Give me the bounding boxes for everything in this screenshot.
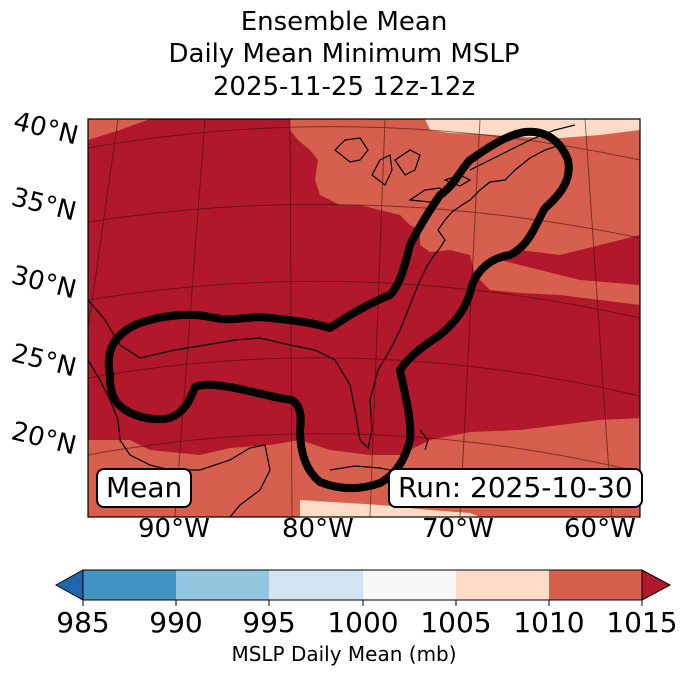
- map-frame: [87, 118, 641, 518]
- colorbar-label: MSLP Daily Mean (mb): [231, 642, 457, 666]
- colorbar-bin-1005-1010: [456, 570, 549, 600]
- lon-label-60w: 60°W: [564, 514, 636, 544]
- mslp-contour: [104, 127, 573, 493]
- pressure-field-1010-1015-nw: [88, 119, 150, 140]
- title-line-3: 2025-11-25 12z-12z: [212, 72, 476, 102]
- colorbar-bin-995-1000: [269, 570, 363, 600]
- colorbar-bin-1010-1015: [549, 570, 642, 600]
- mean-label-box: Mean: [96, 468, 193, 508]
- colorbar-tick-1010: 1010: [513, 606, 585, 639]
- colorbar-tick-995: 995: [242, 606, 296, 639]
- title-line-2: Daily Mean Minimum MSLP: [168, 39, 520, 69]
- colorbar-tick-1000: 1000: [327, 606, 399, 639]
- colorbar-bin-1000-1005: [363, 570, 456, 600]
- colorbar-bin-990-995: [176, 570, 269, 600]
- lon-label-70w: 70°W: [422, 514, 494, 544]
- lon-label-90w: 90°W: [138, 514, 210, 544]
- colorbar-tick-985: 985: [56, 606, 110, 639]
- lon-label-80w: 80°W: [282, 514, 354, 544]
- pressure-field-1010-1015-east: [470, 255, 640, 305]
- colorbar-tick-990: 990: [149, 606, 203, 639]
- mslp-map: [87, 118, 641, 518]
- colorbar-tick-1015: 1015: [606, 606, 678, 639]
- coastlines: [88, 124, 576, 517]
- colorbar-tick-1005: 1005: [420, 606, 492, 639]
- graticule: [88, 119, 640, 517]
- colorbar-extend-low: [54, 569, 84, 601]
- title-line-1: Ensemble Mean: [240, 7, 448, 37]
- colorbar: [54, 569, 672, 606]
- pressure-field-1010-1015-north: [290, 119, 640, 260]
- pressure-field-1005-1010-south: [300, 500, 480, 517]
- run-date-box: Run: 2025-10-30: [388, 468, 643, 508]
- colorbar-extend-high: [641, 569, 672, 601]
- colorbar-bin-985-990: [83, 570, 176, 600]
